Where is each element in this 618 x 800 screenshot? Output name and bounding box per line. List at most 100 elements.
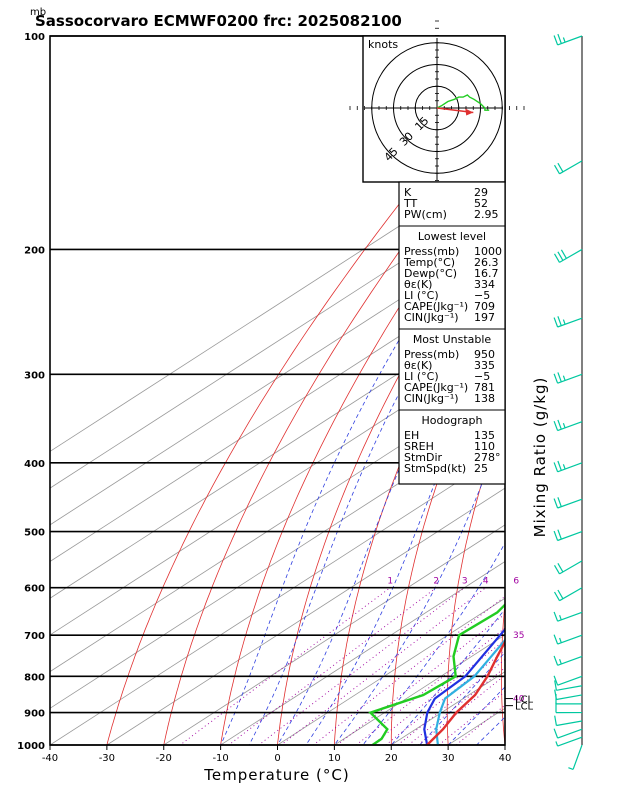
most-unstable-value: −5: [474, 370, 490, 383]
hodograph-unit-label: knots: [368, 38, 398, 51]
lowest-level-key: CAPE(Jkg⁻¹): [404, 300, 468, 313]
wind-barbs: [553, 33, 583, 770]
wind-barb-flag: [553, 462, 559, 473]
hodograph-index-key: EH: [404, 429, 419, 442]
lowest-level-value: 197: [474, 311, 495, 324]
mixing-ratio-lines: [179, 587, 505, 745]
isotherm: [50, 157, 505, 452]
index-basic-value: 2.95: [474, 208, 499, 221]
moist-adiabat: [333, 425, 505, 745]
mixing-ratio-line: [455, 704, 505, 745]
pressure-tick-label: 800: [24, 672, 45, 683]
temperature-tick-label: -30: [99, 753, 115, 764]
wind-barb-flag: [557, 562, 564, 573]
mixing-ratio-line: [407, 667, 505, 745]
hodograph-index-value: 110: [474, 440, 495, 453]
hodograph-index-value: 135: [474, 429, 495, 442]
wind-barb-shaft: [557, 736, 583, 747]
wind-barb-flag: [557, 529, 562, 540]
mixing-ratio-label: 4: [483, 577, 489, 587]
pressure-tick-label: 200: [24, 245, 45, 256]
sounding-profiles: [368, 603, 505, 745]
wind-barb-flag: [562, 319, 566, 325]
wind-barb-flag: [560, 249, 567, 259]
isotherm: [50, 194, 505, 489]
most-unstable-key: θε(K): [404, 359, 432, 372]
lcl-label: LCL: [515, 695, 534, 706]
most-unstable-key: Press(mb): [404, 348, 459, 361]
pressure-axis: 100 200 300 400 500 600 700 800 900 1000: [17, 32, 45, 752]
wind-barb-flag: [553, 498, 559, 509]
dry-adiabat: [446, 412, 505, 745]
lowest-level-value: 26.3: [474, 256, 499, 269]
wind-barb-flag: [557, 589, 564, 599]
isotherm: [50, 377, 505, 673]
wind-barb-shaft: [559, 248, 583, 263]
lowest-level-key: CIN(Jkg⁻¹): [404, 311, 459, 324]
hodograph-index-key: SREH: [404, 440, 434, 453]
temperature-tick-label: 10: [328, 753, 341, 764]
temperature-axis: -40 -30 -20 -10 0 10 20 30 40: [42, 745, 511, 764]
isotherm: [50, 267, 505, 563]
indices-panel-frame: [398, 181, 506, 485]
lowest-level-key: θε(K): [404, 278, 432, 291]
wind-barb-flag: [553, 253, 561, 263]
wind-barb-flag: [559, 614, 562, 621]
index-basic-key: K: [404, 186, 412, 199]
index-basic-value: 52: [474, 197, 488, 210]
storm-motion-arrowhead: [465, 108, 474, 116]
isotherm: [50, 450, 505, 745]
mixing-ratio-line: [355, 627, 505, 745]
index-basic-value: 29: [474, 186, 488, 199]
wind-barb-flag: [555, 741, 559, 747]
index-basic-key: PW(cm): [404, 208, 447, 221]
isotherm: [50, 340, 505, 636]
temperature-tick-label: -20: [156, 753, 172, 764]
lowest-level-value: 16.7: [474, 267, 499, 280]
isotherm: [50, 414, 505, 709]
wind-barb-shaft: [557, 462, 583, 473]
temperature-tick-label: -40: [42, 753, 58, 764]
hodograph-index-value: 25: [474, 462, 488, 475]
mixing-ratio-line: [312, 595, 505, 745]
lowest-level-key: Temp(°C): [403, 256, 455, 269]
moist-adiabat: [390, 608, 505, 745]
wind-barb-flag: [562, 422, 566, 429]
wind-barb-flag: [557, 162, 564, 173]
y-axis-label-mixing-ratio: Mixing Ratio (g/kg): [531, 377, 549, 538]
chart-title: Sassocorvaro ECMWF0200 frc: 2025082100: [35, 12, 402, 30]
wind-barb-shaft: [559, 160, 583, 175]
wind-barb-shaft: [557, 675, 583, 686]
wind-barb-shaft: [557, 728, 583, 739]
parcel-line: [423, 627, 505, 745]
wind-barb-flag: [557, 497, 562, 507]
wind-barb-shaft: [557, 655, 583, 666]
moist-adiabat: [277, 259, 505, 745]
wind-barb-flag: [553, 35, 559, 46]
pressure-tick-label: 1000: [17, 741, 45, 752]
dry-adiabat: [554, 4, 618, 760]
wind-barb-flag: [553, 564, 561, 575]
lowest-level-value: −5: [474, 289, 490, 302]
hodograph-frame: [362, 35, 506, 183]
pressure-tick-label: 900: [24, 709, 45, 720]
temperature-tick-label: 0: [274, 753, 280, 764]
wind-barb-flag: [553, 655, 559, 666]
wind-barb-flag: [557, 33, 562, 44]
moist-adiabat: [248, 213, 505, 745]
most-unstable-value: 950: [474, 348, 495, 361]
lowest-level-value: 334: [474, 278, 495, 291]
wind-barb-flag: [554, 680, 557, 691]
wind-barb-shaft: [556, 720, 583, 727]
lowest-level-key: LI (°C): [404, 289, 439, 302]
temperature-tick-label: -10: [212, 753, 228, 764]
isotherm: [106, 487, 505, 745]
temperature-tick-label: 20: [385, 753, 398, 764]
isotherm: [219, 561, 505, 745]
wind-barb-flag: [562, 37, 566, 43]
hodograph-index-key: StmDir: [404, 451, 443, 464]
isotherm: [50, 304, 505, 599]
wind-barb-flag: [553, 420, 559, 431]
wind-barb-shaft: [557, 634, 583, 645]
